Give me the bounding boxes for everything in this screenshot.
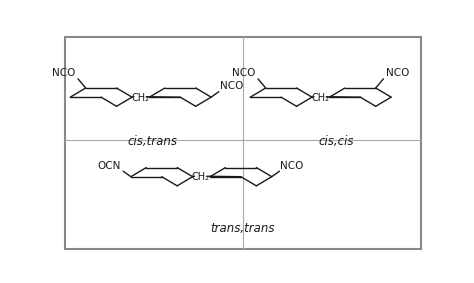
Text: NCO: NCO bbox=[386, 68, 409, 78]
Text: CH₂: CH₂ bbox=[192, 172, 210, 182]
Text: NCO: NCO bbox=[232, 68, 255, 78]
Text: cis,trans: cis,trans bbox=[128, 135, 178, 148]
Text: CH₂: CH₂ bbox=[311, 93, 329, 103]
Text: NCO: NCO bbox=[219, 81, 243, 91]
Text: NCO: NCO bbox=[280, 161, 304, 171]
Text: trans,trans: trans,trans bbox=[210, 222, 275, 235]
Text: cis,cis: cis,cis bbox=[319, 135, 355, 148]
Text: NCO: NCO bbox=[52, 68, 76, 78]
Text: CH₂: CH₂ bbox=[131, 93, 149, 103]
Text: OCN: OCN bbox=[98, 161, 121, 171]
